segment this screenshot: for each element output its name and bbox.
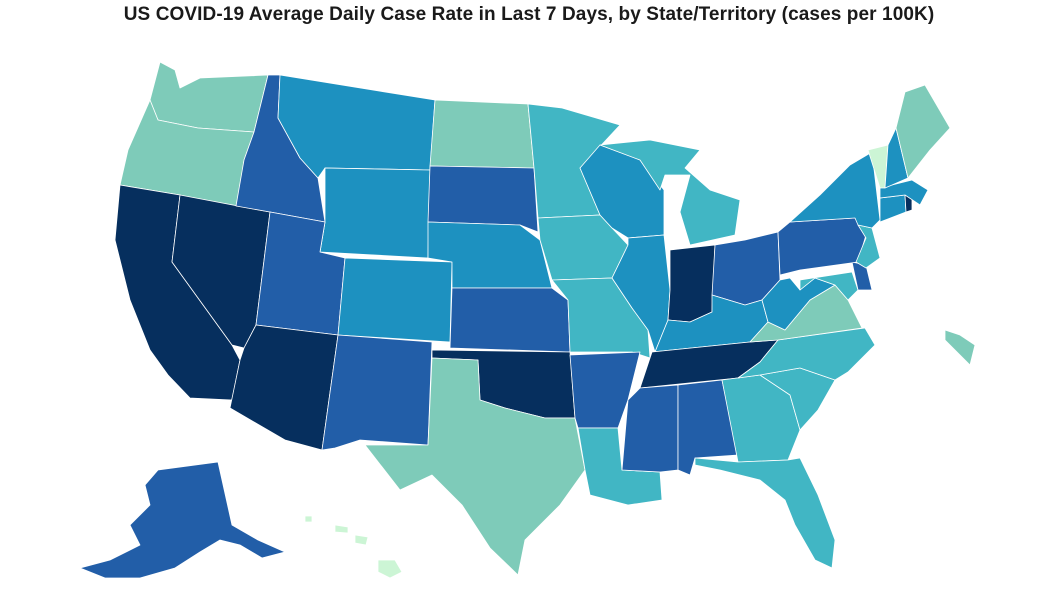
- state-massachusetts[interactable]: [879, 179, 929, 206]
- state-new-york[interactable]: [789, 151, 881, 229]
- state-illinois[interactable]: [611, 234, 671, 353]
- state-wyoming[interactable]: [319, 167, 431, 259]
- territory-puerto-rico[interactable]: [944, 329, 976, 366]
- state-texas[interactable]: [364, 357, 586, 576]
- state-washington[interactable]: [149, 61, 269, 133]
- state-alaska[interactable]: [79, 461, 286, 579]
- state-arizona[interactable]: [229, 324, 339, 451]
- map-title: US COVID-19 Average Daily Case Rate in L…: [123, 4, 935, 25]
- state-louisiana[interactable]: [577, 427, 663, 506]
- state-north-carolina[interactable]: [737, 327, 876, 381]
- state-maryland[interactable]: [799, 271, 859, 301]
- state-florida[interactable]: [694, 457, 836, 569]
- state-mississippi[interactable]: [621, 384, 679, 473]
- state-north-dakota[interactable]: [429, 99, 535, 169]
- state-michigan[interactable]: [599, 139, 741, 246]
- state-south-dakota[interactable]: [427, 165, 539, 233]
- state-hawaii-islands[interactable]: [304, 515, 369, 546]
- state-colorado[interactable]: [337, 257, 453, 343]
- state-indiana[interactable]: [667, 244, 716, 323]
- state-new-mexico[interactable]: [321, 334, 433, 451]
- state-maine[interactable]: [895, 84, 951, 179]
- state-kansas[interactable]: [449, 287, 571, 353]
- state-hawaii[interactable]: [377, 559, 403, 579]
- state-connecticut[interactable]: [879, 194, 907, 223]
